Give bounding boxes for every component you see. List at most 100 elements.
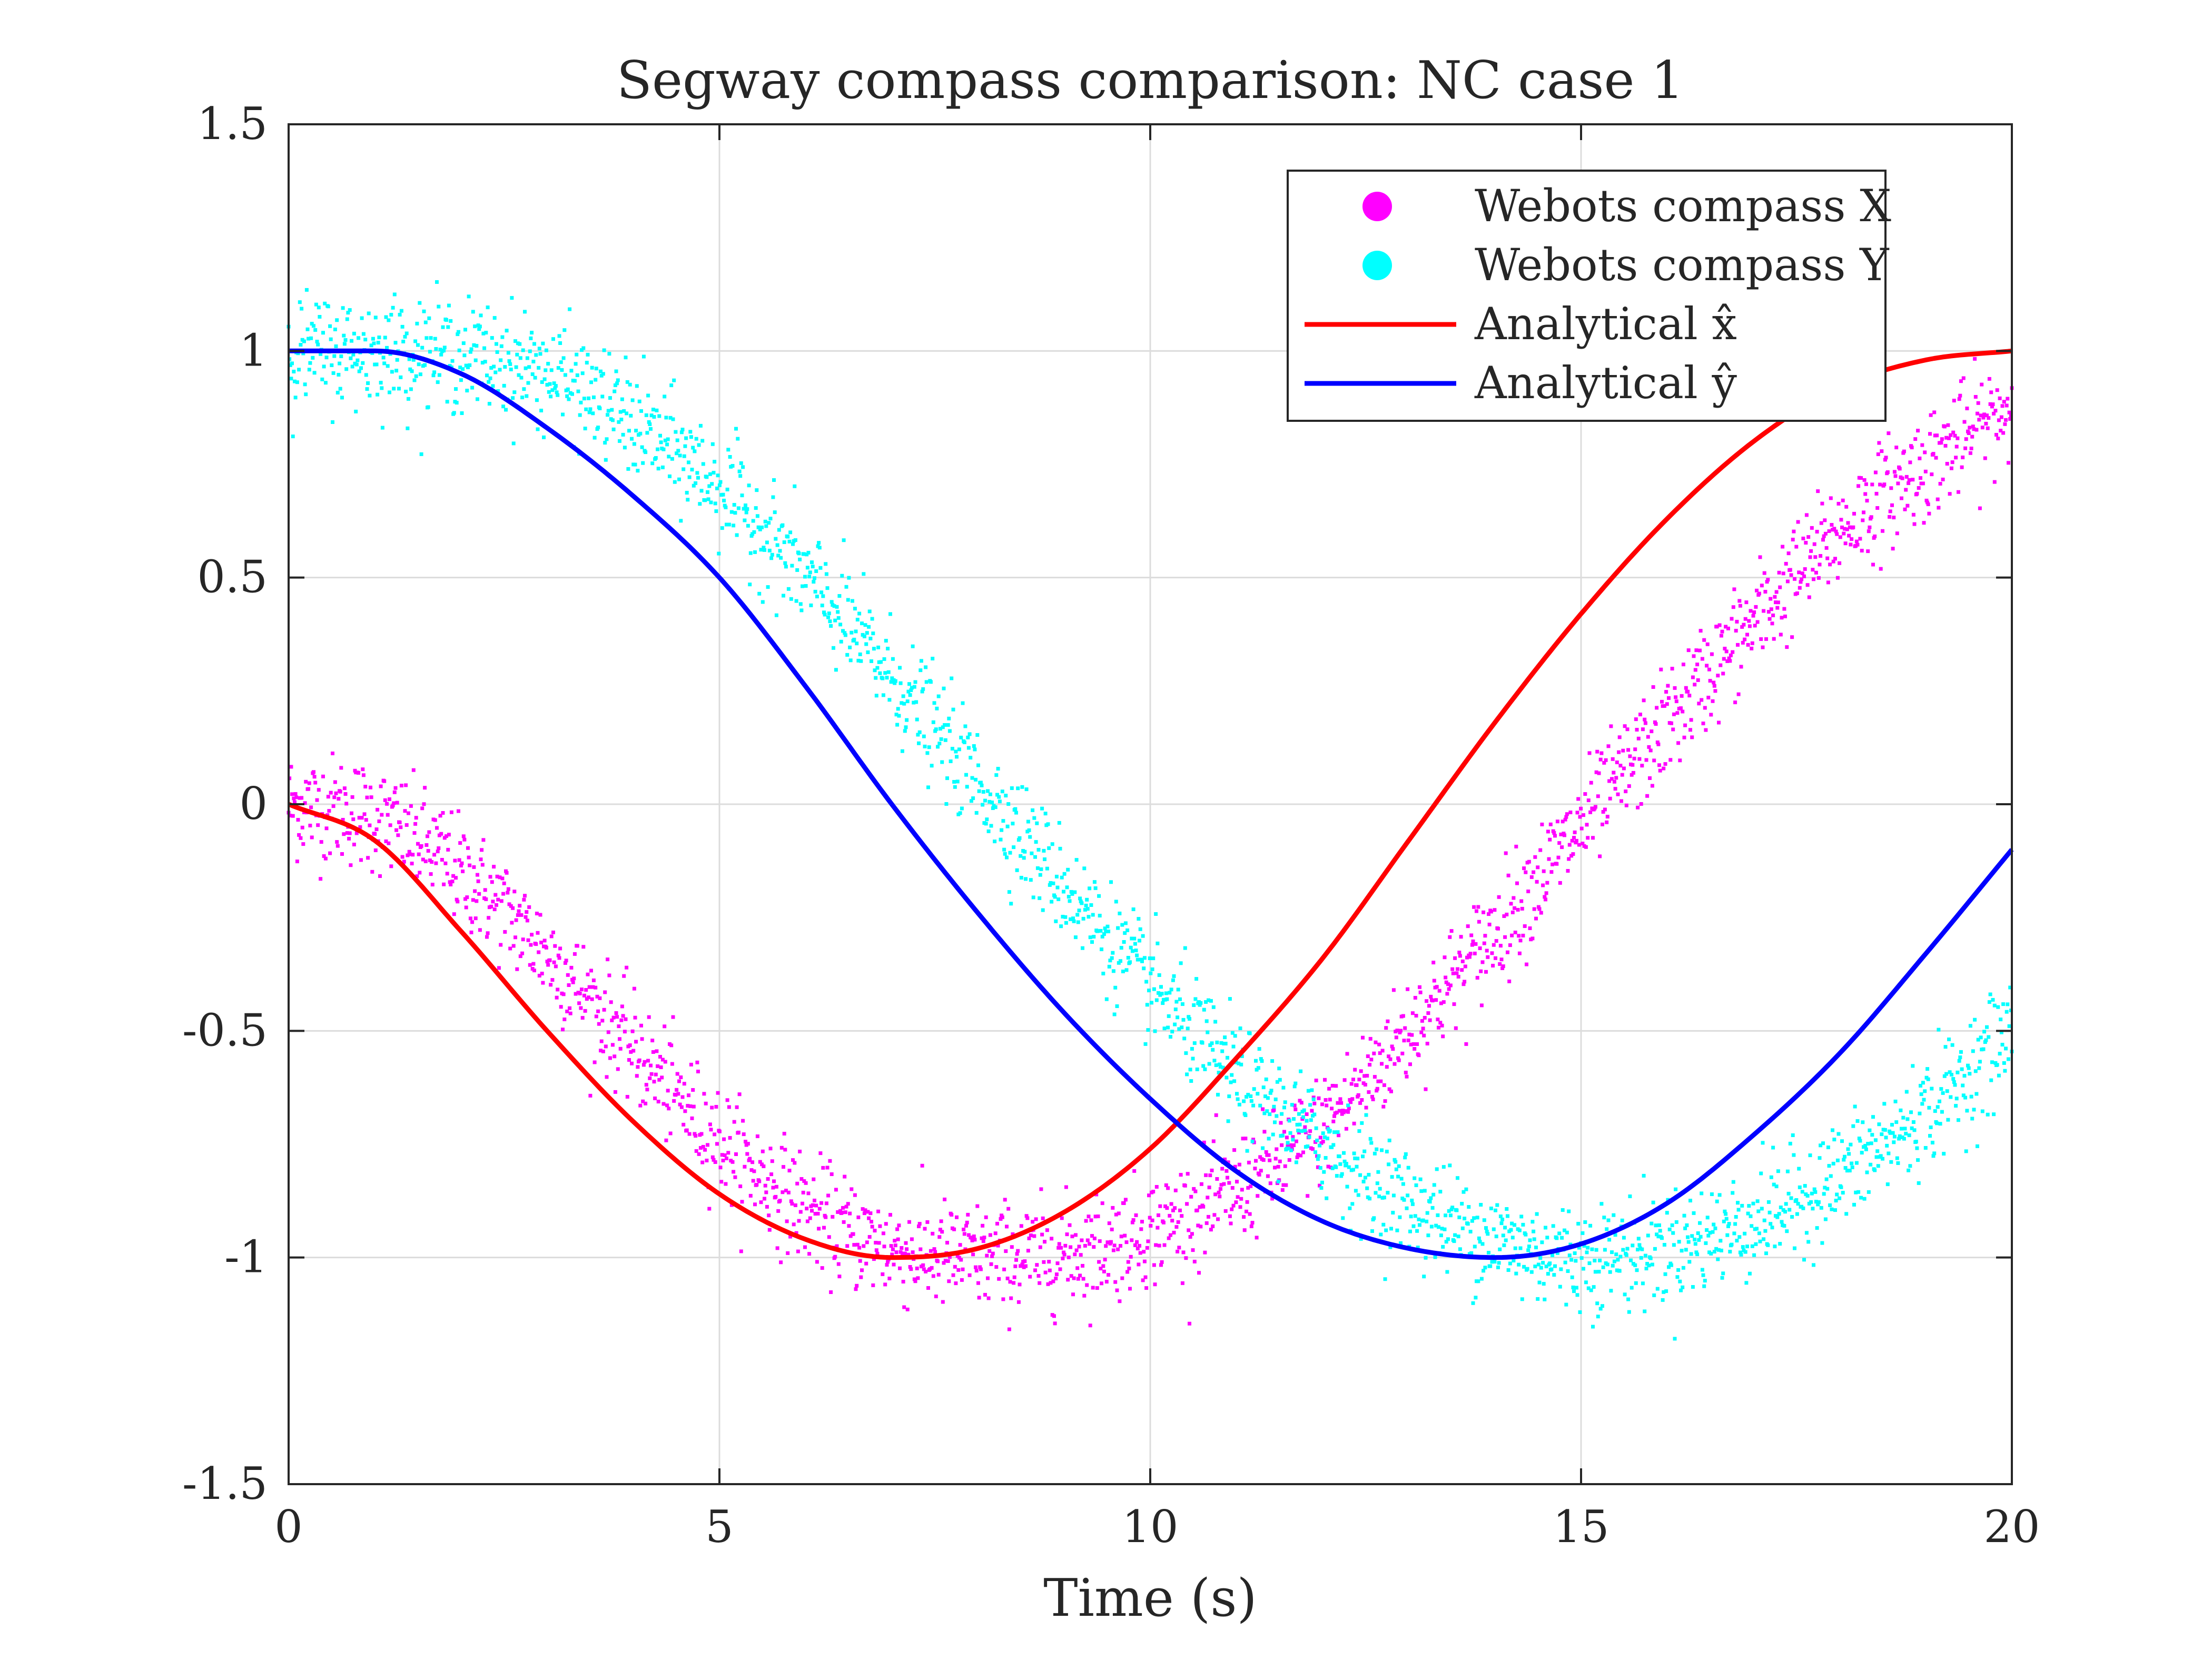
scatter-point: [1973, 1018, 1977, 1022]
scatter-point: [1501, 1233, 1505, 1238]
scatter-point: [1601, 1265, 1605, 1269]
scatter-point: [1842, 1158, 1846, 1162]
scatter-point: [1846, 521, 1850, 525]
scatter-point: [606, 413, 610, 417]
scatter-point: [1312, 1112, 1317, 1117]
scatter-point: [473, 358, 478, 362]
scatter-point: [1013, 1264, 1018, 1268]
scatter-point: [1967, 1066, 1971, 1070]
scatter-point: [1871, 562, 1875, 567]
scatter-point: [561, 1028, 565, 1032]
scatter-point: [357, 771, 361, 775]
scatter-point: [1793, 1246, 1796, 1250]
scatter-point: [1489, 1207, 1493, 1210]
scatter-point: [1027, 1236, 1031, 1240]
scatter-point: [1369, 1058, 1374, 1062]
scatter-point: [1064, 1185, 1068, 1189]
scatter-point: [1534, 1246, 1538, 1250]
scatter-point: [941, 725, 945, 729]
scatter-point: [1438, 1021, 1443, 1025]
scatter-point: [1965, 1109, 1969, 1113]
scatter-point: [903, 1251, 907, 1256]
scatter-point: [1538, 848, 1543, 852]
scatter-point: [326, 304, 330, 309]
scatter-point: [1952, 399, 1956, 403]
scatter-point: [624, 1017, 628, 1021]
scatter-point: [1489, 910, 1493, 914]
scatter-point: [1122, 940, 1126, 944]
scatter-point: [881, 1272, 885, 1276]
scatter-point: [1800, 571, 1804, 576]
scatter-point: [1835, 576, 1840, 580]
scatter-point: [771, 495, 775, 499]
scatter-point: [713, 501, 717, 506]
scatter-point: [717, 483, 722, 487]
scatter-point: [479, 313, 483, 318]
scatter-point: [1970, 1117, 1974, 1121]
scatter-point: [1812, 1187, 1816, 1191]
scatter-point: [686, 1104, 690, 1108]
scatter-point: [594, 1014, 598, 1019]
scatter-point: [1755, 1227, 1759, 1231]
scatter-point: [514, 339, 517, 343]
scatter-point: [1854, 1161, 1859, 1165]
scatter-point: [1771, 613, 1775, 617]
scatter-point: [476, 873, 479, 877]
scatter-point: [729, 1203, 734, 1207]
scatter-point: [1043, 812, 1048, 816]
scatter-point: [580, 987, 584, 992]
scatter-point: [791, 1158, 795, 1162]
scatter-point: [628, 1043, 632, 1048]
scatter-point: [1493, 1260, 1497, 1264]
scatter-point: [1239, 1197, 1243, 1201]
scatter-point: [1514, 844, 1518, 848]
scatter-point: [826, 1193, 831, 1198]
scatter-point: [1318, 1143, 1322, 1148]
scatter-point: [1650, 729, 1654, 734]
scatter-point: [884, 639, 888, 643]
scatter-point: [1409, 1214, 1413, 1219]
scatter-point: [1745, 1245, 1749, 1249]
scatter-point: [1187, 1015, 1191, 1019]
scatter-point: [736, 1130, 740, 1134]
scatter-point: [846, 1202, 850, 1206]
scatter-point: [1174, 1000, 1179, 1004]
scatter-point: [1372, 1151, 1377, 1156]
scatter-point: [1107, 1273, 1111, 1277]
scatter-point: [604, 458, 608, 462]
scatter-point: [1720, 629, 1724, 634]
scatter-point: [1324, 1098, 1328, 1102]
scatter-point: [461, 834, 466, 838]
scatter-point: [430, 860, 434, 864]
scatter-point: [1015, 1252, 1019, 1256]
scatter-point: [1912, 522, 1917, 526]
scatter-point: [1705, 664, 1709, 668]
scatter-point: [1212, 1213, 1217, 1217]
scatter-point: [1811, 1207, 1815, 1211]
legend-label: Analytical x̂: [1474, 298, 1737, 350]
scatter-point: [812, 1177, 816, 1181]
scatter-point: [343, 792, 348, 796]
scatter-point: [798, 557, 802, 561]
scatter-point: [1508, 1261, 1512, 1266]
scatter-point: [677, 477, 681, 481]
scatter-point: [1602, 1216, 1606, 1220]
scatter-point: [1066, 1256, 1071, 1259]
scatter-point: [1388, 1245, 1393, 1249]
scatter-point: [1091, 913, 1095, 917]
scatter-point: [1280, 1143, 1284, 1147]
scatter-point: [1380, 1148, 1384, 1152]
scatter-point: [1361, 1154, 1365, 1159]
scatter-point: [938, 1228, 942, 1232]
scatter-point: [1999, 415, 2003, 419]
scatter-point: [923, 744, 927, 748]
scatter-point: [1978, 506, 1982, 510]
scatter-point: [308, 824, 312, 827]
scatter-point: [433, 337, 437, 341]
scatter-point: [1558, 1285, 1562, 1289]
scatter-point: [640, 445, 644, 449]
scatter-point: [630, 1061, 634, 1065]
scatter-point: [1871, 1115, 1875, 1119]
scatter-point: [1280, 1188, 1285, 1192]
scatter-point: [1722, 1219, 1726, 1223]
